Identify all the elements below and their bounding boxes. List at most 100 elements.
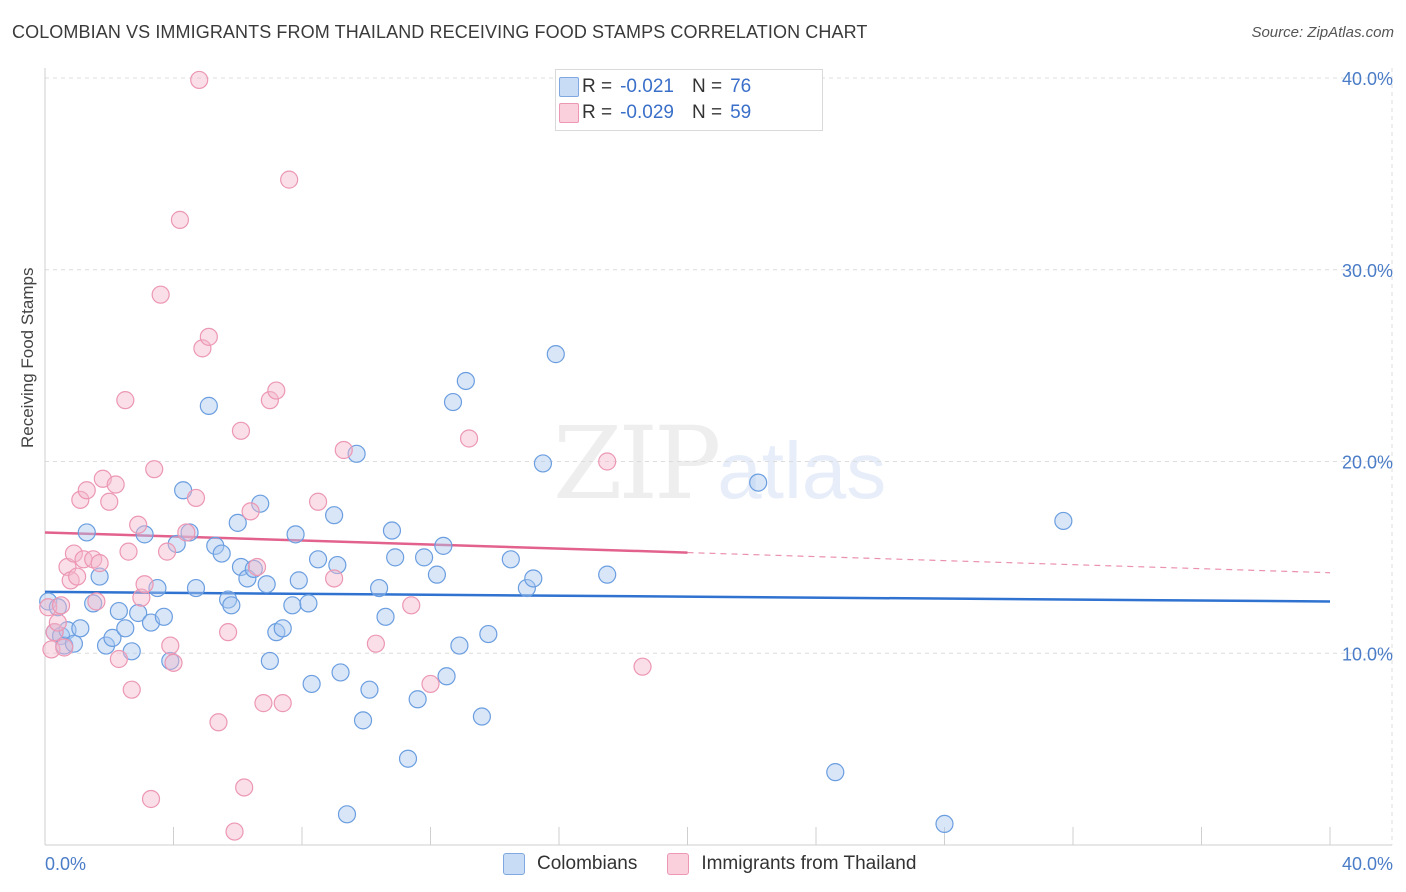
data-point <box>170 210 190 229</box>
legend-swatch-colombians <box>559 77 579 97</box>
data-point <box>122 680 141 699</box>
data-point <box>199 327 218 346</box>
data-point <box>370 578 389 598</box>
data-point <box>129 603 148 623</box>
data-point <box>77 523 96 542</box>
legend-row-colombians: R = -0.021 N = 76 <box>559 75 751 99</box>
data-point <box>414 548 434 567</box>
data-point <box>328 555 347 575</box>
legend-r-label: R = <box>582 102 613 123</box>
trend-line-solid <box>44 531 688 554</box>
data-point <box>366 634 385 653</box>
data-point <box>190 70 209 90</box>
data-point <box>308 492 328 511</box>
data-point <box>826 763 845 782</box>
data-point <box>280 170 299 189</box>
data-point <box>598 452 617 471</box>
data-point <box>421 674 440 694</box>
data-point <box>302 674 321 694</box>
data-point <box>186 488 206 508</box>
y-tick-label: 10.0% <box>1342 644 1393 664</box>
legend-n-label: N = <box>691 102 723 123</box>
y-tick-label: 20.0% <box>1342 453 1393 473</box>
data-point <box>402 596 421 615</box>
data-point <box>325 569 344 588</box>
data-point <box>376 607 395 626</box>
axes <box>44 68 1392 846</box>
data-point <box>241 502 260 521</box>
data-point <box>228 513 247 532</box>
data-point <box>260 391 279 410</box>
data-point <box>186 578 206 598</box>
data-point <box>299 594 318 613</box>
data-point <box>48 613 67 632</box>
data-point <box>533 454 553 473</box>
data-point <box>472 707 491 726</box>
data-point <box>427 565 447 584</box>
data-point <box>235 778 254 797</box>
y-axis-label: Receiving Food Stamps <box>18 267 37 448</box>
data-point <box>353 711 373 730</box>
source-credit: Source: ZipAtlas.com <box>1251 24 1394 41</box>
data-point <box>334 440 353 460</box>
data-point <box>64 634 84 653</box>
legend-r-value: -0.029 <box>620 102 674 123</box>
legend-n-value: 59 <box>730 102 752 123</box>
series-thailand <box>39 70 652 841</box>
series-label-thailand: Immigrants from Thailand <box>701 853 917 874</box>
data-point <box>64 544 84 563</box>
data-point <box>517 578 536 598</box>
data-point <box>157 542 177 561</box>
data-point <box>141 789 161 809</box>
data-point <box>71 490 90 509</box>
data-point <box>546 345 565 364</box>
data-point <box>90 554 109 573</box>
data-point <box>161 636 180 655</box>
data-point <box>90 567 109 586</box>
data-point <box>212 544 231 563</box>
data-point <box>434 536 453 555</box>
data-point <box>106 475 125 494</box>
series-legend-thailand[interactable]: Immigrants from Thailand <box>667 853 916 875</box>
data-point <box>935 814 954 834</box>
data-point <box>109 649 128 669</box>
data-point <box>145 460 164 479</box>
data-point <box>199 396 218 415</box>
data-point <box>209 713 228 732</box>
series-legend-colombians[interactable]: Colombians <box>503 853 637 875</box>
series-swatch-thailand <box>667 853 690 875</box>
series-colombians <box>39 345 1073 834</box>
data-point <box>68 567 87 586</box>
trend-lines <box>44 531 1331 603</box>
legend-r-label: R = <box>582 76 613 97</box>
data-point <box>231 421 251 440</box>
data-point <box>48 598 67 617</box>
data-point <box>598 565 617 584</box>
data-point <box>254 694 273 713</box>
series-legend: Colombians Immigrants from Thailand <box>503 852 946 876</box>
watermark: ZIPatlas <box>553 405 886 522</box>
watermark-atlas: atlas <box>717 426 887 515</box>
data-point <box>116 619 135 638</box>
data-point <box>479 624 498 644</box>
data-point <box>398 749 418 768</box>
data-point <box>225 822 244 841</box>
data-point <box>337 805 357 824</box>
data-point <box>1054 511 1073 531</box>
data-point <box>286 525 305 544</box>
data-points <box>39 70 1073 841</box>
y-tick-label: 40.0% <box>1342 69 1393 89</box>
data-point <box>177 523 196 542</box>
data-point <box>247 557 267 577</box>
data-point <box>116 391 135 410</box>
data-point <box>119 542 138 561</box>
legend-swatch-thailand <box>559 103 579 123</box>
data-point <box>437 667 456 686</box>
data-point <box>164 653 183 672</box>
data-point <box>459 429 479 448</box>
data-point <box>161 651 180 671</box>
chart-title: COLOMBIAN VS IMMIGRANTS FROM THAILAND RE… <box>12 22 868 42</box>
data-point <box>524 569 543 588</box>
data-point <box>408 690 427 709</box>
